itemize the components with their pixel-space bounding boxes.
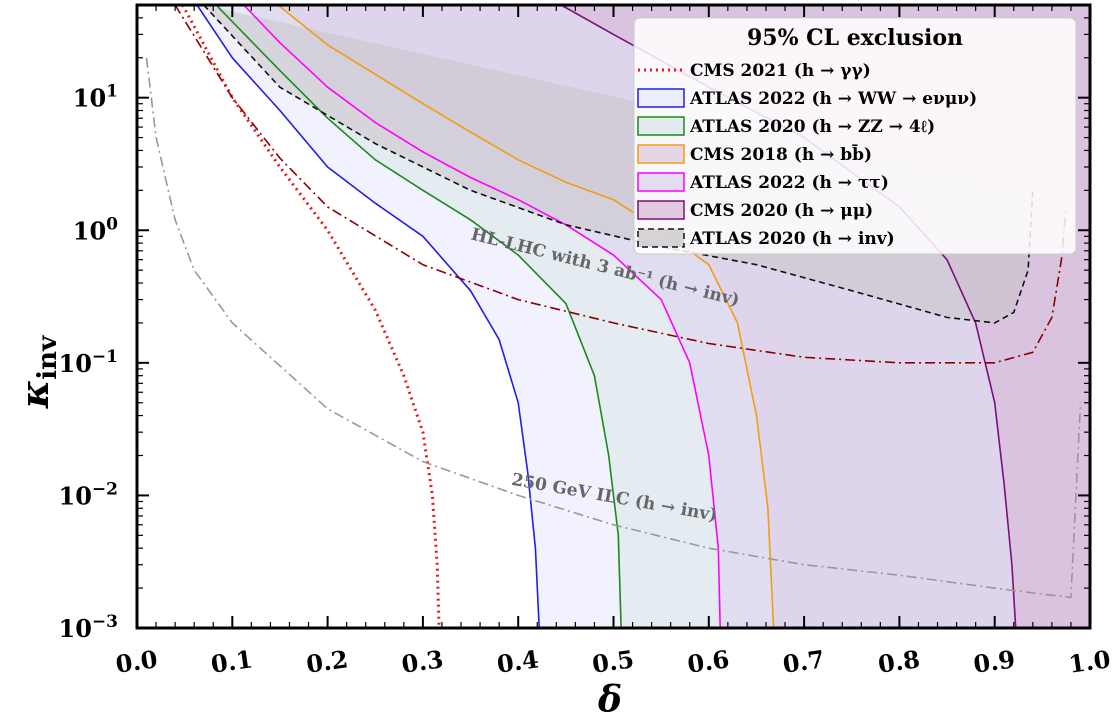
x-tick-label: 0.3	[400, 644, 445, 679]
y-tick-label: 100	[73, 214, 118, 245]
x-axis-title: δ	[597, 679, 622, 721]
x-tick-label: 0.7	[781, 644, 826, 679]
legend-swatch-5	[638, 201, 684, 219]
legend-entry-0: CMS 2021 (h → γγ)	[690, 61, 871, 81]
y-axis-title-symbol: κ	[12, 380, 57, 409]
legend-swatch-6	[638, 229, 684, 247]
legend-swatch-4	[638, 173, 684, 191]
y-tick-label: 101	[73, 82, 118, 113]
legend-entry-5: CMS 2020 (h → μμ)	[690, 201, 873, 221]
x-tick-label: 0.0	[114, 644, 159, 679]
y-tick-base: 10	[73, 216, 106, 245]
legend-entry-6: ATLAS 2020 (h → inv)	[689, 229, 895, 249]
y-tick-label: 10−1	[59, 347, 118, 378]
x-tick-label: 0.9	[972, 644, 1017, 679]
y-tick-base: 10	[59, 614, 92, 643]
x-tick-label: 0.4	[495, 644, 540, 679]
y-tick-exponent: 1	[106, 82, 118, 102]
legend-entry-4: ATLAS 2022 (h → ττ)	[689, 173, 889, 193]
x-tick-label: 0.6	[686, 644, 731, 679]
y-tick-label: 10−2	[59, 479, 118, 510]
y-tick-label: 10−3	[59, 612, 118, 643]
y-tick-exponent: −3	[92, 612, 118, 632]
x-tick-label: 1.0	[1067, 644, 1112, 679]
x-tick-label: 0.8	[876, 644, 921, 679]
y-tick-exponent: −1	[92, 347, 118, 367]
y-axis-title-subscript: inv	[33, 335, 63, 380]
legend-title: 95% CL exclusion	[747, 25, 963, 51]
x-tick-label: 0.2	[304, 644, 349, 679]
legend: 95% CL exclusion CMS 2021 (h → γγ) ATLAS 2…	[634, 18, 1076, 254]
x-tick-label: 0.1	[209, 644, 254, 679]
legend-entry-3: CMS 2018 (h → bb̄)	[690, 144, 872, 165]
x-tick-label: 0.5	[590, 644, 635, 679]
y-tick-base: 10	[59, 481, 92, 510]
legend-entry-1: ATLAS 2022 (h → WW → eνμν)	[689, 89, 977, 109]
y-tick-exponent: 0	[106, 214, 118, 234]
y-tick-exponent: −2	[92, 479, 118, 499]
y-tick-base: 10	[73, 84, 106, 113]
legend-swatch-2	[638, 117, 684, 135]
y-axis-title: κinv	[12, 335, 63, 409]
legend-entry-2: ATLAS 2020 (h → ZZ → 4ℓ)	[689, 117, 935, 137]
y-tick-base: 10	[59, 349, 92, 378]
legend-swatch-1	[638, 89, 684, 107]
legend-swatch-3	[638, 145, 684, 163]
